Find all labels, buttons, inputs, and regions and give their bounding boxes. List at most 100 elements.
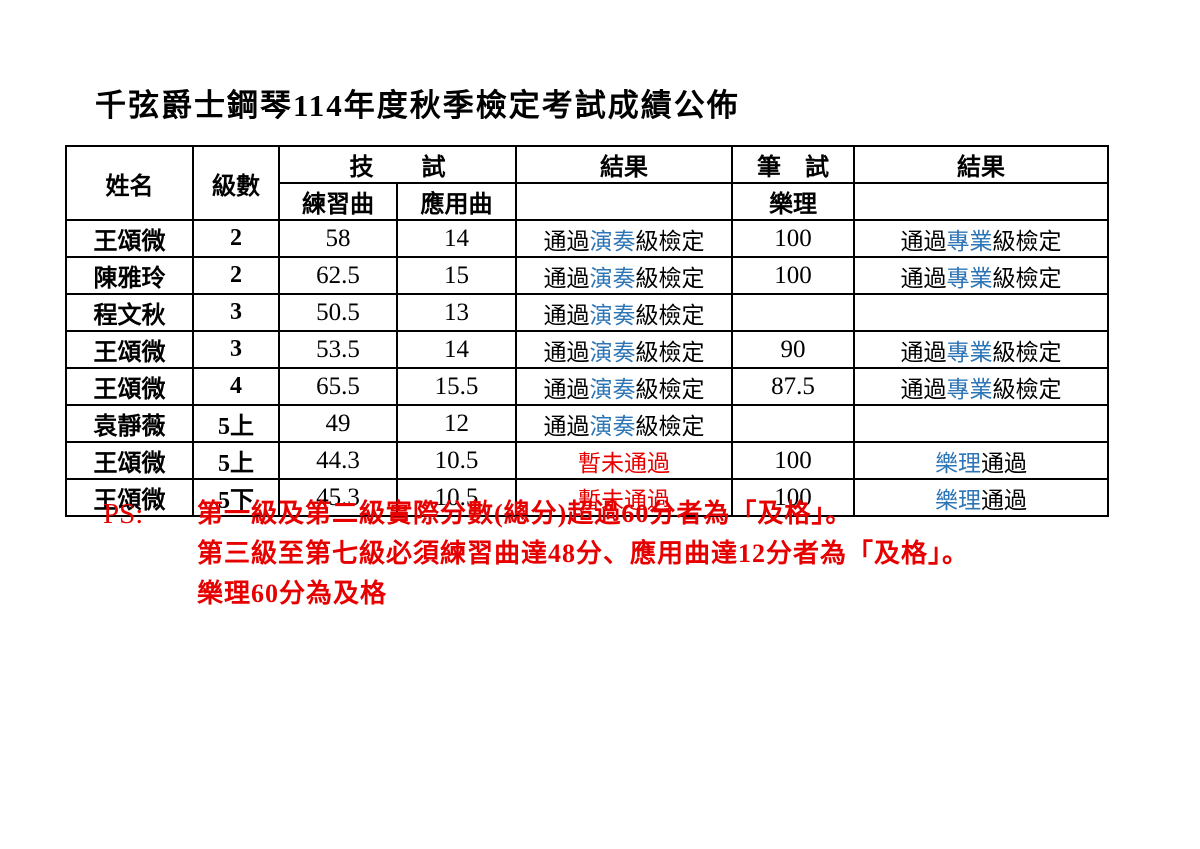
result-segment: 通過	[543, 228, 590, 254]
cell-theory-score: 90	[731, 330, 855, 369]
result-segment: 通過	[543, 413, 590, 439]
result-segment: 通過	[981, 450, 1027, 476]
cell-applied-score: 15	[396, 256, 517, 295]
result-segment: 級檢定	[635, 413, 705, 439]
result-segment: 樂理	[935, 487, 981, 513]
table-header: 姓名 級數 技 試 結果 筆 試 結果 練習曲 應用曲 樂理	[65, 145, 1109, 221]
cell-technical-result: 通過演奏級檢定	[515, 330, 733, 369]
cell-applied-score: 13	[396, 293, 517, 332]
cell-applied-score: 14	[396, 219, 517, 258]
table-row: 王頌微 3 53.5 14 通過演奏級檢定 90 通過專業級檢定	[65, 330, 1109, 369]
header-name: 姓名	[65, 145, 194, 221]
cell-name: 王頌微	[65, 330, 194, 369]
cell-applied-score: 12	[396, 404, 517, 443]
footnotes: PS: 第一級及第二級實際分數(總分)超過60分者為「及格」。 第三級至第七級必須…	[103, 494, 969, 614]
result-segment: 專業	[946, 228, 993, 254]
cell-applied-score: 10.5	[396, 441, 517, 480]
cell-applied-score: 15.5	[396, 367, 517, 406]
table-row: 王頌微 5下 45.3 10.5 暫未通過 100 樂理通過	[65, 478, 1109, 517]
cell-theory-score: 100	[731, 441, 855, 480]
result-segment: 演奏	[589, 339, 636, 365]
result-segment: 演奏	[589, 302, 636, 328]
result-segment: 通過	[543, 339, 590, 365]
header-written-exam: 筆 試	[731, 145, 855, 184]
result-segment: 級檢定	[992, 228, 1062, 254]
cell-practice-score: 65.5	[278, 367, 398, 406]
cell-written-result: 通過專業級檢定	[853, 256, 1109, 295]
cell-level: 5上	[192, 404, 280, 443]
cell-practice-score: 50.5	[278, 293, 398, 332]
note-lines: 第一級及第二級實際分數(總分)超過60分者為「及格」。 第三級至第七級必須練習曲達…	[197, 494, 969, 614]
result-segment: 演奏	[589, 228, 636, 254]
table-row: 王頌微 4 65.5 15.5 通過演奏級檢定 87.5 通過專業級檢定	[65, 367, 1109, 406]
result-segment: 通過	[981, 487, 1027, 513]
cell-theory-score: 100	[731, 478, 855, 517]
result-segment: 通過	[543, 265, 590, 291]
table-row: 程文秋 3 50.5 13 通過演奏級檢定	[65, 293, 1109, 332]
table-row: 王頌微 5上 44.3 10.5 暫未通過 100 樂理通過	[65, 441, 1109, 480]
table-row: 陳雅玲 2 62.5 15 通過演奏級檢定 100 通過專業級檢定	[65, 256, 1109, 295]
cell-written-result: 樂理通過	[853, 478, 1109, 517]
cell-technical-result: 暫未通過	[515, 441, 733, 480]
cell-practice-score: 62.5	[278, 256, 398, 295]
cell-practice-score: 58	[278, 219, 398, 258]
cell-name: 袁靜薇	[65, 404, 194, 443]
cell-level: 2	[192, 219, 280, 258]
result-segment: 級檢定	[635, 339, 705, 365]
header-result2-sub-empty	[853, 182, 1109, 221]
cell-practice-score: 53.5	[278, 330, 398, 369]
cell-technical-result: 通過演奏級檢定	[515, 367, 733, 406]
cell-theory-score	[731, 404, 855, 443]
header-level: 級數	[192, 145, 280, 221]
result-segment: 演奏	[589, 265, 636, 291]
cell-written-result	[853, 293, 1109, 332]
cell-theory-score: 87.5	[731, 367, 855, 406]
cell-name: 王頌微	[65, 478, 194, 517]
results-table: 姓名 級數 技 試 結果 筆 試 結果 練習曲 應用曲 樂理 王頌微 2 58 …	[65, 145, 1109, 517]
table-row: 袁靜薇 5上 49 12 通過演奏級檢定	[65, 404, 1109, 443]
result-segment: 專業	[946, 265, 993, 291]
result-segment: 級檢定	[635, 302, 705, 328]
header-result-2: 結果	[853, 145, 1109, 184]
cell-technical-result: 通過演奏級檢定	[515, 256, 733, 295]
result-segment: 級檢定	[635, 228, 705, 254]
result-segment: 級檢定	[992, 376, 1062, 402]
cell-technical-result: 通過演奏級檢定	[515, 404, 733, 443]
cell-level: 3	[192, 293, 280, 332]
header-practice-piece: 練習曲	[278, 182, 398, 221]
cell-written-result	[853, 404, 1109, 443]
page-title: 千弦爵士鋼琴114年度秋季檢定考試成績公佈	[95, 88, 740, 123]
cell-applied-score: 10.5	[396, 478, 517, 517]
cell-theory-score: 100	[731, 219, 855, 258]
result-segment: 樂理	[935, 450, 981, 476]
result-segment: 演奏	[589, 413, 636, 439]
cell-written-result: 通過專業級檢定	[853, 330, 1109, 369]
result-segment: 級檢定	[992, 265, 1062, 291]
header-applied-piece: 應用曲	[396, 182, 517, 221]
result-segment: 通過	[900, 265, 947, 291]
header-music-theory: 樂理	[731, 182, 855, 221]
result-segment: 通過	[900, 228, 947, 254]
result-segment: 通過	[543, 376, 590, 402]
cell-level: 5上	[192, 441, 280, 480]
cell-theory-score	[731, 293, 855, 332]
table-row: 王頌微 2 58 14 通過演奏級檢定 100 通過專業級檢定	[65, 219, 1109, 258]
cell-practice-score: 45.3	[278, 478, 398, 517]
note-line: 樂理60分為及格	[197, 579, 388, 608]
note-line: 第三級至第七級必須練習曲達48分、應用曲達12分者為「及格」。	[197, 539, 970, 568]
result-segment: 專業	[946, 339, 993, 365]
cell-applied-score: 14	[396, 330, 517, 369]
cell-level: 2	[192, 256, 280, 295]
header-result-sub-empty	[515, 182, 733, 221]
cell-level: 5下	[192, 478, 280, 517]
result-segment: 專業	[946, 376, 993, 402]
result-segment: 演奏	[589, 376, 636, 402]
result-segment: 暫未通過	[578, 487, 670, 513]
cell-practice-score: 44.3	[278, 441, 398, 480]
result-segment: 級檢定	[635, 376, 705, 402]
cell-written-result: 樂理通過	[853, 441, 1109, 480]
cell-technical-result: 通過演奏級檢定	[515, 219, 733, 258]
result-segment: 級檢定	[992, 339, 1062, 365]
header-result: 結果	[515, 145, 733, 184]
cell-name: 王頌微	[65, 219, 194, 258]
